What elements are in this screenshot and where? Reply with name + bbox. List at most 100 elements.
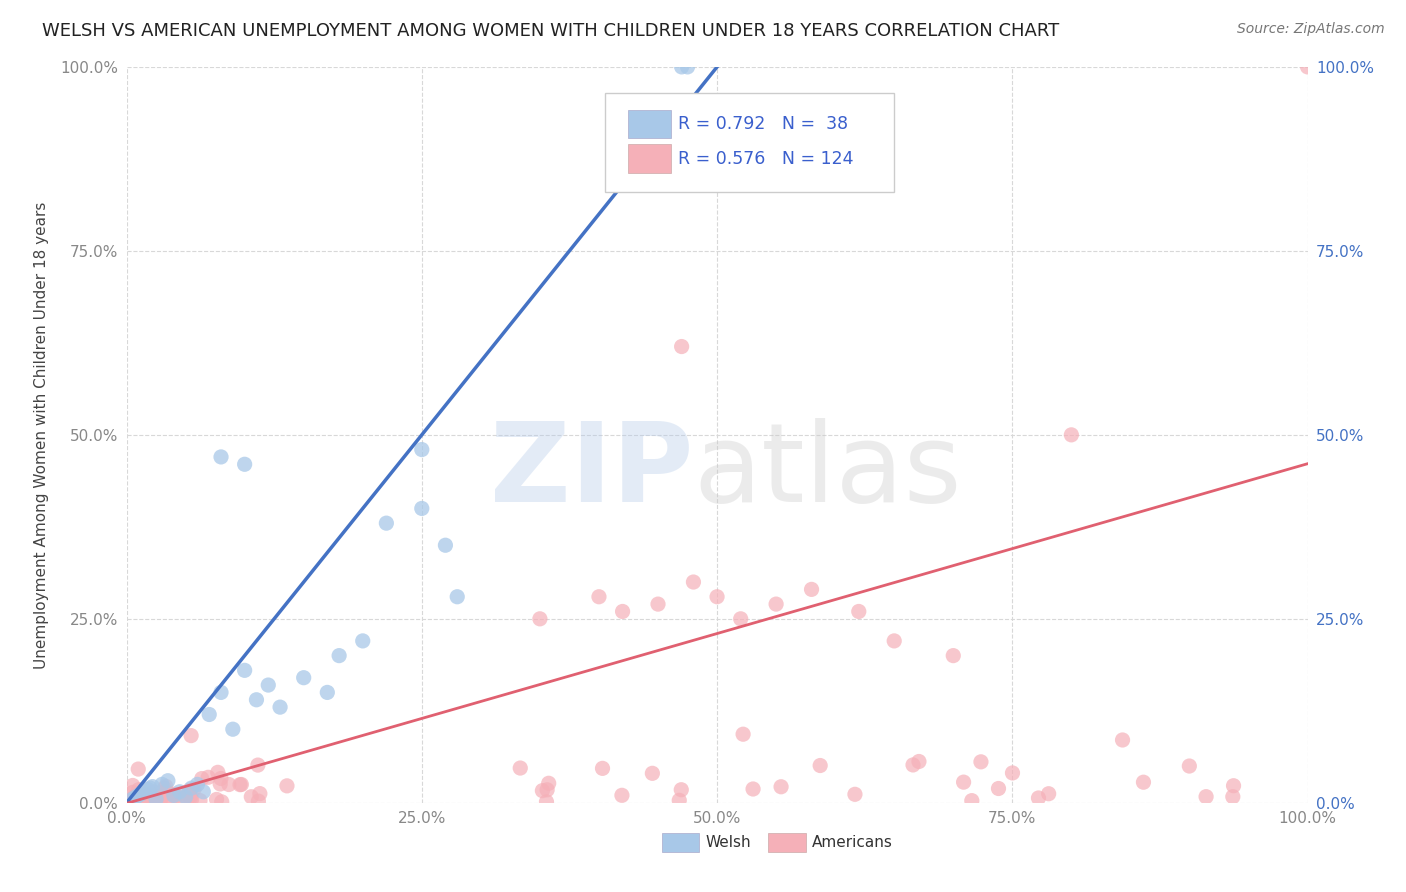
- Point: [706, 590, 728, 604]
- FancyBboxPatch shape: [628, 110, 671, 138]
- Point: [671, 782, 693, 797]
- Point: [942, 648, 965, 663]
- Point: [139, 796, 162, 810]
- FancyBboxPatch shape: [628, 145, 671, 173]
- Point: [145, 792, 167, 806]
- Point: [128, 791, 150, 805]
- Point: [155, 780, 177, 794]
- Point: [180, 781, 202, 796]
- Point: [231, 777, 253, 791]
- Point: [198, 707, 221, 722]
- Point: [127, 762, 149, 776]
- Point: [135, 792, 157, 806]
- Point: [169, 785, 191, 799]
- Point: [592, 761, 614, 775]
- Point: [536, 795, 558, 809]
- Point: [316, 685, 339, 699]
- Point: [211, 795, 233, 809]
- FancyBboxPatch shape: [605, 93, 894, 192]
- Point: [153, 781, 176, 796]
- Point: [136, 782, 159, 797]
- FancyBboxPatch shape: [662, 833, 699, 852]
- Y-axis label: Unemployment Among Women with Children Under 18 years: Unemployment Among Women with Children U…: [34, 202, 49, 668]
- Point: [143, 786, 166, 800]
- Point: [292, 671, 315, 685]
- Point: [411, 442, 433, 457]
- Point: [848, 605, 870, 619]
- Point: [207, 765, 229, 780]
- Point: [125, 789, 148, 804]
- Point: [671, 340, 693, 354]
- Text: R = 0.792   N =  38: R = 0.792 N = 38: [678, 115, 848, 133]
- Point: [987, 781, 1010, 796]
- Point: [1132, 775, 1154, 789]
- Point: [375, 516, 398, 530]
- Point: [139, 781, 162, 796]
- Point: [139, 791, 162, 805]
- Point: [183, 782, 205, 797]
- Point: [1028, 791, 1050, 805]
- Point: [174, 789, 197, 804]
- Point: [157, 795, 180, 809]
- Point: [328, 648, 350, 663]
- Text: Source: ZipAtlas.com: Source: ZipAtlas.com: [1237, 22, 1385, 37]
- Point: [121, 779, 143, 793]
- Point: [1222, 789, 1244, 804]
- Point: [205, 792, 228, 806]
- Text: Welsh: Welsh: [706, 835, 751, 850]
- Point: [156, 795, 179, 809]
- FancyBboxPatch shape: [768, 833, 806, 852]
- Point: [136, 788, 159, 802]
- Point: [668, 793, 690, 807]
- Point: [165, 789, 187, 803]
- Point: [179, 788, 201, 802]
- Point: [229, 778, 252, 792]
- Text: Americans: Americans: [811, 835, 893, 850]
- Text: atlas: atlas: [693, 418, 962, 525]
- Point: [612, 605, 634, 619]
- Point: [121, 792, 143, 806]
- Point: [610, 789, 633, 803]
- Point: [970, 755, 993, 769]
- Point: [641, 766, 664, 780]
- Point: [1195, 789, 1218, 804]
- Point: [222, 723, 245, 737]
- Point: [170, 791, 193, 805]
- Point: [155, 785, 177, 799]
- Point: [149, 794, 172, 808]
- Point: [249, 787, 271, 801]
- Point: [269, 700, 291, 714]
- Point: [179, 783, 201, 797]
- Point: [157, 786, 180, 800]
- Point: [127, 795, 149, 809]
- Point: [139, 795, 162, 809]
- Point: [128, 791, 150, 805]
- Point: [536, 782, 558, 797]
- Point: [742, 782, 765, 797]
- Point: [163, 789, 186, 803]
- Point: [770, 780, 793, 794]
- Point: [240, 789, 263, 804]
- Point: [149, 792, 172, 806]
- Point: [135, 793, 157, 807]
- Point: [193, 785, 215, 799]
- Point: [352, 633, 374, 648]
- Point: [1038, 787, 1060, 801]
- Point: [167, 796, 190, 810]
- Point: [434, 538, 457, 552]
- Point: [676, 60, 699, 74]
- Point: [588, 590, 610, 604]
- Point: [134, 785, 156, 799]
- Point: [131, 795, 153, 809]
- Point: [148, 794, 170, 808]
- Point: [1296, 60, 1319, 74]
- Point: [127, 789, 149, 803]
- Point: [188, 794, 211, 808]
- Point: [180, 790, 202, 805]
- Point: [120, 791, 142, 805]
- Point: [537, 776, 560, 790]
- Point: [146, 795, 169, 809]
- Point: [960, 794, 983, 808]
- Point: [233, 664, 256, 678]
- Point: [177, 788, 200, 802]
